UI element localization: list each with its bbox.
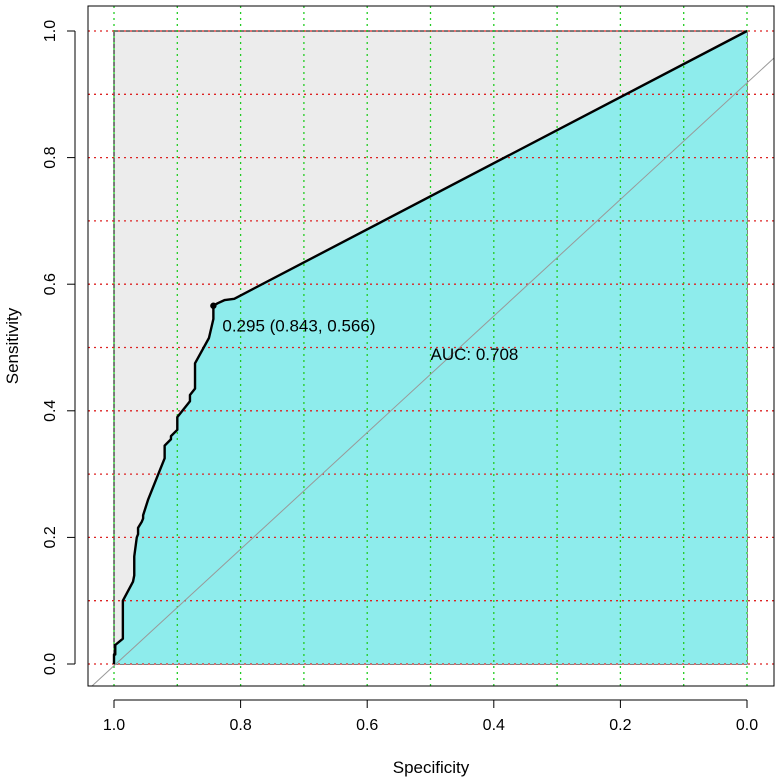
threshold-annotation: 0.295 (0.843, 0.566) (222, 317, 375, 336)
annotation-layer: 0.295 (0.843, 0.566) AUC: 0.708 (222, 317, 518, 364)
x-axis-title: Specificity (393, 758, 470, 777)
roc-curve-line (112, 29, 748, 664)
chance-diagonal (91, 57, 775, 687)
y-tick-label: 0.2 (42, 526, 59, 548)
x-tick-label: 0.6 (356, 717, 378, 734)
x-tick-label: 0.8 (229, 717, 251, 734)
plot-frame (87, 5, 775, 687)
curve-layer (91, 29, 775, 687)
y-tick-label: 0.0 (42, 653, 59, 675)
y-tick-label: 0.6 (42, 273, 59, 295)
x-tick-label: 0.0 (736, 717, 758, 734)
x-tick-label: 1.0 (103, 717, 125, 734)
auc-annotation: AUC: 0.708 (431, 345, 519, 364)
y-tick-label: 0.4 (42, 400, 59, 422)
best-threshold-point (210, 302, 217, 309)
x-tick-label: 0.4 (483, 717, 505, 734)
grid-layer (88, 6, 774, 686)
y-tick-label: 0.8 (42, 146, 59, 168)
axes-layer: 1.0 0.8 0.6 0.4 0.2 0.0 0.0 0.2 0.4 0.6 0.8 1.0 (42, 20, 758, 734)
y-tick-label: 1.0 (42, 20, 59, 42)
x-tick-label: 0.2 (609, 717, 631, 734)
y-axis-title: Sensitivity (3, 307, 22, 384)
